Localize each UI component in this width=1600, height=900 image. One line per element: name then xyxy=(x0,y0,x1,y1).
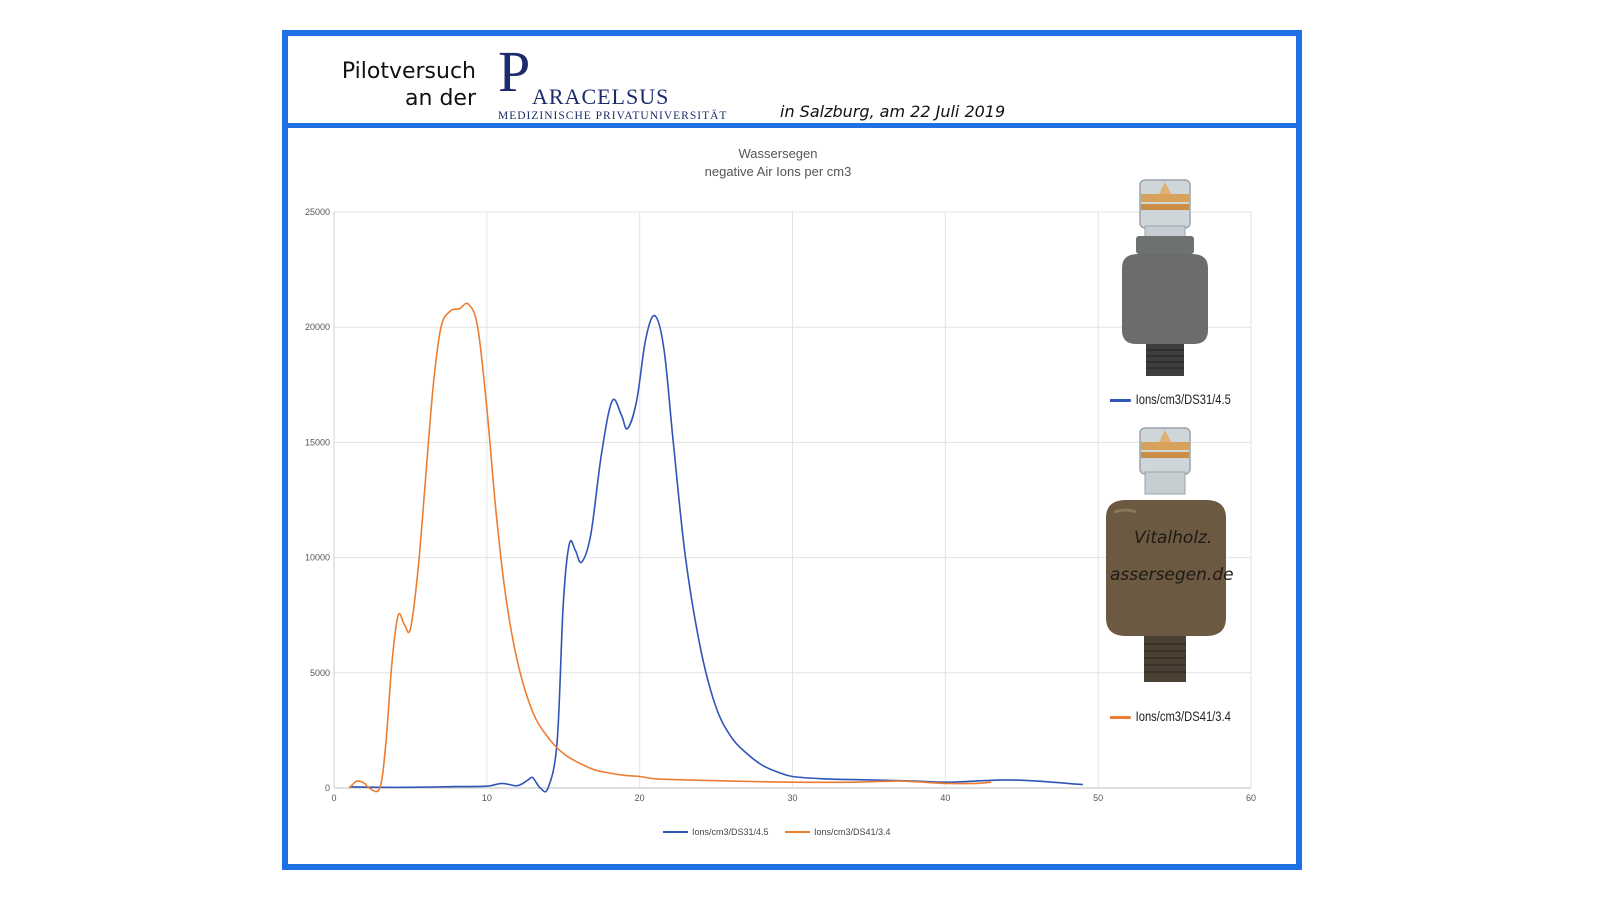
logo-subtitle: MEDIZINISCHE PRIVATUNIVERSITÄT xyxy=(498,110,728,122)
pilot-line-2: an der xyxy=(405,86,476,111)
x-tick-label: 30 xyxy=(787,793,797,803)
x-tick-label: 60 xyxy=(1246,793,1256,803)
series-line-ds41 xyxy=(348,302,992,793)
side-legend-orange: Ions/cm3/DS41/3.4 xyxy=(1110,708,1231,724)
pilot-heading: Pilotversuch an der xyxy=(334,58,476,112)
y-tick-label: 10000 xyxy=(305,553,330,563)
series-line-ds31 xyxy=(349,314,1083,793)
side-swatch-blue xyxy=(1110,398,1131,402)
x-tick-label: 40 xyxy=(940,793,950,803)
x-tick-label: 20 xyxy=(635,793,645,803)
y-tick-label: 15000 xyxy=(305,437,330,447)
legend-label-orange: Ions/cm3/DS41/3.4 xyxy=(814,827,891,837)
chart-title: Wassersegen xyxy=(739,146,818,161)
side-swatch-orange xyxy=(1110,715,1131,719)
grey-ionizer-device xyxy=(1122,179,1208,376)
chart-grid xyxy=(333,211,1252,789)
chart-subtitle: negative Air Ions per cm3 xyxy=(705,164,852,179)
axis-ticks: 0 5000 10000 15000 20000 25000 0 10 20 30 40 50 60 xyxy=(305,207,1256,803)
y-tick-label: 20000 xyxy=(305,322,330,332)
x-tick-label: 50 xyxy=(1093,793,1103,803)
report-header: Pilotversuch an der P ARACELSUS MEDIZINI… xyxy=(288,36,1296,128)
y-tick-label: 25000 xyxy=(305,207,330,217)
paracelsus-logo: P ARACELSUS MEDIZINISCHE PRIVATUNIVERSIT… xyxy=(498,40,768,124)
y-tick-label: 5000 xyxy=(310,668,330,678)
legend-label-blue: Ions/cm3/DS31/4.5 xyxy=(692,827,769,837)
logo-initial: P xyxy=(498,39,531,104)
svg-text:Vitalholz.: Vitalholz. xyxy=(1134,528,1212,548)
side-legend-blue-label: Ions/cm3/DS31/4.5 xyxy=(1135,391,1231,407)
report-frame: Pilotversuch an der P ARACELSUS MEDIZINI… xyxy=(282,30,1302,870)
y-tick-label: 0 xyxy=(325,783,330,793)
chart-legend: Ions/cm3/DS31/4.5 Ions/cm3/DS41/3.4 xyxy=(663,827,891,837)
side-legend-blue: Ions/cm3/DS31/4.5 xyxy=(1110,391,1231,407)
pilot-line-1: Pilotversuch xyxy=(341,59,476,84)
side-legend-orange-label: Ions/cm3/DS41/3.4 xyxy=(1135,708,1231,724)
x-tick-label: 10 xyxy=(482,793,492,803)
ion-chart: Wassersegen negative Air Ions per cm3 0 5… xyxy=(305,146,1256,837)
place-date: in Salzburg, am 22 Juli 2019 xyxy=(780,102,1006,121)
x-tick-label: 0 xyxy=(331,793,336,803)
svg-text:assersegen.de: assersegen.de xyxy=(1110,565,1234,585)
logo-name: ARACELSUS xyxy=(532,84,670,109)
brown-ionizer-device: Vitalholz. assersegen.de xyxy=(1106,427,1234,682)
series-lines xyxy=(348,302,1083,793)
